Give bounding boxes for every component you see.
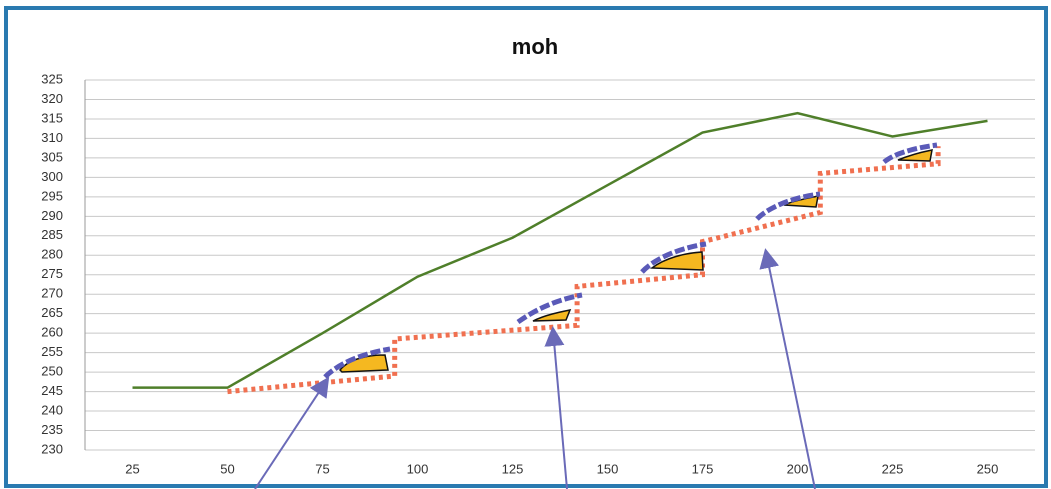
x-tick-label: 150 xyxy=(597,461,619,476)
x-tick-label: 75 xyxy=(315,461,329,476)
y-tick-label: 255 xyxy=(41,344,63,359)
highlight-shape xyxy=(338,354,389,373)
arrow xyxy=(254,376,330,489)
annotations xyxy=(254,142,938,489)
y-tick-label: 240 xyxy=(41,402,63,417)
arrow xyxy=(544,326,568,489)
y-tick-label: 285 xyxy=(41,227,63,242)
y-tick-label: 295 xyxy=(41,188,63,203)
y-tick-label: 265 xyxy=(41,305,63,320)
y-tick-label: 235 xyxy=(41,422,63,437)
highlight-shape xyxy=(532,308,572,322)
y-tick-label: 250 xyxy=(41,364,63,379)
plot: 230 235 240 245 250 255 260 265 270 275 280 285 290 2… xyxy=(41,71,1035,476)
blue-arc xyxy=(323,346,391,379)
y-tick-label: 300 xyxy=(41,169,63,184)
blue-arc xyxy=(755,191,821,221)
y-tick-label: 270 xyxy=(41,286,63,301)
y-tick-label: 310 xyxy=(41,130,63,145)
arrow xyxy=(759,248,816,489)
x-tick-label: 200 xyxy=(787,461,809,476)
data-line xyxy=(132,111,988,389)
y-tick-label: 315 xyxy=(41,110,63,125)
blue-arc xyxy=(516,292,583,325)
highlight-shape xyxy=(897,149,933,162)
data-line xyxy=(227,146,941,395)
frame xyxy=(4,6,1048,488)
x-tick-label: 175 xyxy=(692,461,714,476)
y-tick-label: 230 xyxy=(41,441,63,456)
x-tick-label: 50 xyxy=(220,461,234,476)
blue-arc xyxy=(640,241,707,274)
y-tick-label: 275 xyxy=(41,266,63,281)
y-tick-label: 245 xyxy=(41,383,63,398)
x-tick-label: 25 xyxy=(125,461,139,476)
blue-arc xyxy=(882,142,938,165)
x-tick-label: 250 xyxy=(977,461,999,476)
chart-title: moh xyxy=(512,34,558,59)
y-tick-label: 290 xyxy=(41,208,63,223)
highlight-shape xyxy=(649,251,704,271)
y-tick-label: 260 xyxy=(41,325,63,340)
y-tick-label: 280 xyxy=(41,247,63,262)
x-tick-label: 225 xyxy=(882,461,904,476)
y-tick-label: 320 xyxy=(41,91,63,106)
x-tick-label: 100 xyxy=(407,461,429,476)
y-tick-label: 325 xyxy=(41,71,63,86)
x-tick-label: 125 xyxy=(502,461,524,476)
y-tick-label: 305 xyxy=(41,149,63,164)
